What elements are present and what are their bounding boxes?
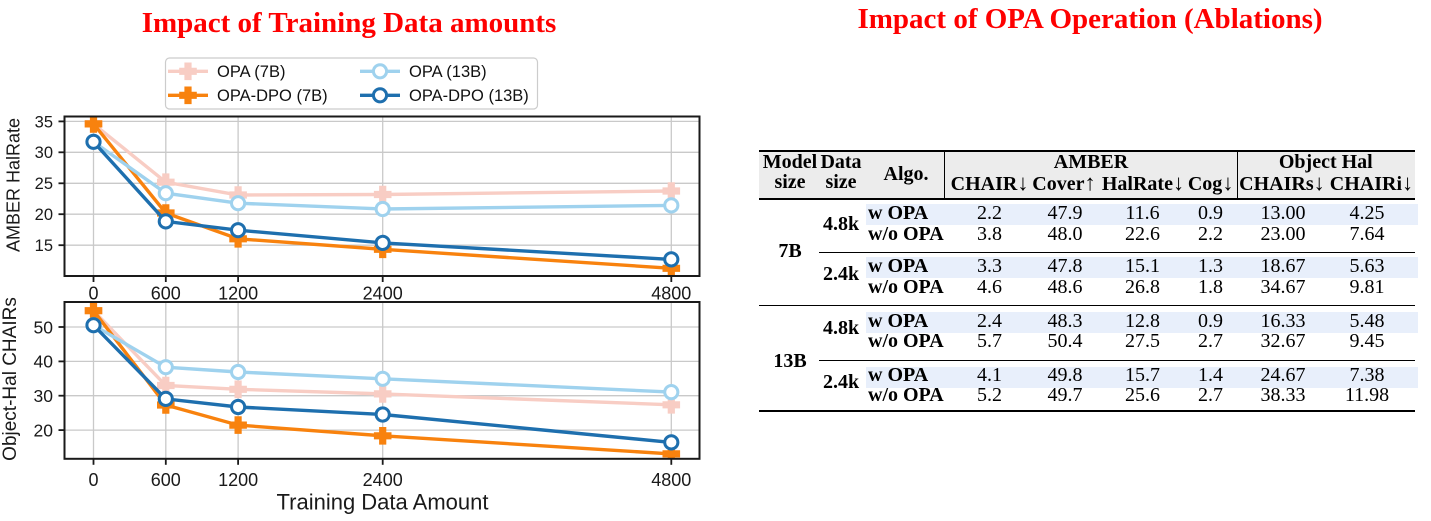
svg-text:2400: 2400 [363,470,403,490]
svg-text:20: 20 [35,206,53,224]
svg-text:0: 0 [88,470,98,490]
svg-text:OPA-DPO (13B): OPA-DPO (13B) [409,87,529,105]
svg-text:4800: 4800 [651,470,691,490]
svg-text:2400: 2400 [363,284,403,304]
svg-text:40: 40 [34,352,54,372]
svg-text:35: 35 [35,113,53,131]
svg-text:15: 15 [35,237,53,255]
svg-text:0: 0 [88,284,98,304]
svg-text:30: 30 [34,386,54,406]
svg-text:AMBER HalRate: AMBER HalRate [3,118,23,252]
svg-text:OPA-DPO (7B): OPA-DPO (7B) [217,87,328,105]
svg-text:OPA (13B): OPA (13B) [409,63,487,81]
svg-text:1200: 1200 [218,470,258,490]
svg-text:1200: 1200 [218,284,258,304]
svg-text:25: 25 [35,175,53,193]
svg-text:600: 600 [151,470,181,490]
svg-text:600: 600 [151,284,181,304]
svg-text:4800: 4800 [651,284,691,304]
svg-text:50: 50 [34,317,54,337]
svg-text:Object-Hal CHAIRs: Object-Hal CHAIRs [0,297,21,461]
svg-text:20: 20 [34,420,54,440]
svg-text:Training Data Amount: Training Data Amount [277,490,489,515]
svg-text:30: 30 [35,144,53,162]
svg-text:OPA (7B): OPA (7B) [217,63,285,81]
